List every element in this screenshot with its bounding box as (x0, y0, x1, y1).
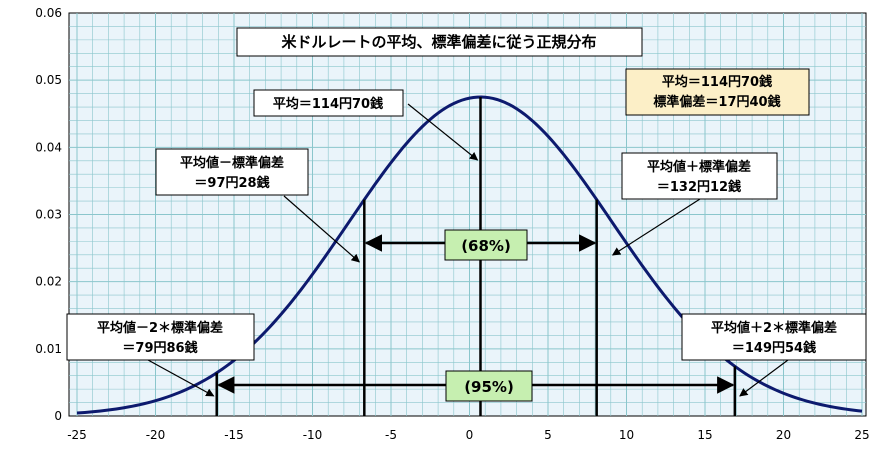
y-tick-label: 0 (54, 409, 62, 423)
minus2-label-box (66, 313, 255, 361)
x-tick-label: 20 (776, 428, 791, 442)
minus2-line-1: 平均値－2＊標準偏差 (97, 320, 223, 336)
mean-label: 平均＝114円70銭 (273, 96, 383, 112)
x-tick-label: 25 (854, 428, 869, 442)
y-axis-ticks: 0 0.01 0.02 0.03 0.04 0.05 0.06 (35, 6, 62, 423)
minus1-line-1: 平均値－標準偏差 (180, 155, 284, 171)
minus2-line-2: ＝79円86銭 (122, 340, 197, 356)
mean-leader (407, 103, 479, 161)
legend-box (625, 68, 810, 116)
y-tick-label: 0.05 (35, 73, 62, 87)
plus2-line-2: ＝149円54銭 (732, 340, 816, 356)
x-tick-label: -20 (146, 428, 166, 442)
y-tick-label: 0.01 (35, 342, 62, 356)
minus1-label-box (155, 148, 309, 196)
minus2-leader (147, 359, 215, 397)
range-95-label-box (445, 370, 533, 402)
x-axis-ticks: -25 -20 -15 -10 -5 0 5 10 15 20 25 (67, 428, 869, 442)
x-tick-label: 15 (697, 428, 712, 442)
title-box (236, 27, 643, 57)
plus1-line-1: 平均値＋標準偏差 (647, 159, 751, 175)
plus2-line-1: 平均値＋2＊標準偏差 (711, 320, 837, 336)
x-tick-label: -5 (385, 428, 397, 442)
legend-line-2: 標準偏差＝17円40銭 (653, 94, 780, 110)
annotation-leaders (147, 103, 789, 397)
x-tick-label: -10 (303, 428, 323, 442)
plus1-leader (611, 198, 701, 256)
range-68-label-box (444, 229, 528, 261)
plus2-label-box (681, 313, 867, 361)
range-68-label: (68%) (461, 237, 511, 255)
x-tick-label: 10 (619, 428, 634, 442)
minus1-leader (283, 195, 360, 263)
range-95-label: (95%) (464, 378, 514, 396)
normal-distribution-curve (76, 95, 863, 415)
x-tick-label: -25 (67, 428, 87, 442)
plus1-label-box (621, 152, 778, 200)
chart-title: 米ドルレートの平均、標準偏差に従う正規分布 (281, 33, 596, 51)
y-tick-label: 0.03 (35, 208, 62, 222)
x-tick-label: 0 (466, 428, 474, 442)
plus1-line-2: ＝132円12銭 (657, 179, 741, 195)
y-tick-label: 0.06 (35, 6, 62, 20)
y-tick-label: 0.04 (35, 140, 62, 154)
legend-line-1: 平均＝114円70銭 (662, 74, 772, 90)
minus1-line-2: ＝97円28銭 (194, 175, 269, 191)
y-tick-label: 0.02 (35, 275, 62, 289)
x-tick-label: 5 (544, 428, 552, 442)
x-tick-label: -15 (224, 428, 244, 442)
plus2-leader (739, 359, 789, 397)
mean-label-box (253, 89, 404, 117)
